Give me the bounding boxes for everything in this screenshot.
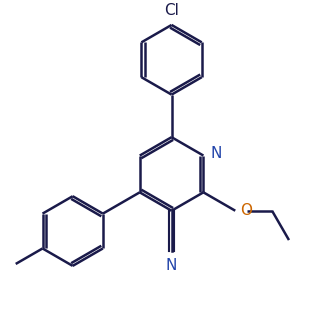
- Text: O: O: [240, 203, 252, 218]
- Text: N: N: [210, 146, 222, 161]
- Text: Cl: Cl: [164, 3, 179, 18]
- Text: N: N: [166, 258, 177, 273]
